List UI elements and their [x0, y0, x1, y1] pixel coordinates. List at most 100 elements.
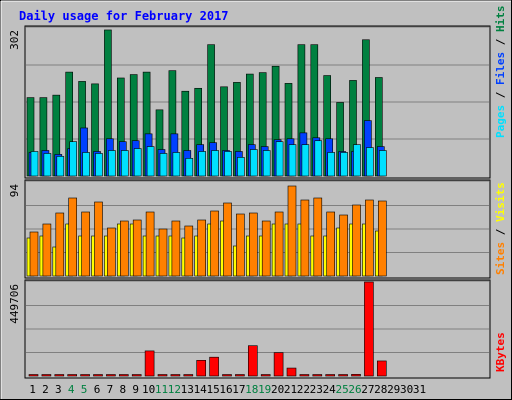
legend-separator: / [494, 85, 507, 105]
pages-bar [301, 144, 310, 177]
sites-bar [287, 185, 297, 277]
x-tick-label: 20 [271, 383, 284, 396]
pages-bar [224, 151, 232, 177]
x-tick-label: 27 [361, 383, 374, 396]
pages-bar [146, 146, 155, 177]
x-tick-label: 6 [94, 383, 101, 396]
kbytes-bar [119, 374, 129, 377]
y-max-label: 449706 [8, 284, 21, 324]
x-tick-label: 2 [42, 383, 49, 396]
kbytes-bar [28, 374, 39, 377]
sites-bar [249, 212, 258, 277]
x-tick-label: 25 [335, 383, 348, 396]
kbytes-bar [273, 352, 284, 377]
x-tick-label: 29 [387, 383, 400, 396]
pages-bar [340, 152, 348, 177]
legend-separator: / [494, 222, 507, 242]
legend-pages: Pages [494, 105, 507, 138]
kbytes-bar [93, 374, 103, 377]
legend-hits-files-pages: Pages / Files / Hits [494, 6, 507, 139]
pages-bar [95, 153, 103, 177]
x-tick-label: 8 [119, 383, 126, 396]
sites-bar [210, 210, 219, 277]
y-max-label: 94 [8, 184, 21, 198]
legend-kbytes: KBytes [494, 332, 507, 372]
kbytes-bar [41, 374, 52, 377]
sites-bar [42, 223, 52, 277]
kbytes-bar [260, 374, 271, 377]
x-tick-label: 4 [68, 383, 75, 396]
kbytes-bar [338, 374, 348, 377]
pages-bar [121, 150, 129, 177]
sites-bar [81, 211, 90, 277]
kbytes-bar [312, 374, 323, 377]
pages-bar [327, 152, 336, 177]
kbytes-bar [80, 374, 90, 377]
chart-title: Daily usage for February 2017 [19, 9, 229, 23]
x-tick-label: 22 [297, 383, 310, 396]
x-tick-label: 23 [310, 383, 323, 396]
pages-bar [198, 151, 206, 177]
pages-bar [314, 140, 323, 177]
pages-bar [108, 150, 116, 177]
legend-visits: Visits [494, 182, 507, 222]
pages-bar [56, 156, 65, 177]
sites-bar [261, 220, 271, 277]
sites-bar [55, 212, 65, 277]
pages-bar [133, 148, 142, 177]
legend-separator: / [494, 32, 507, 52]
x-tick-label: 31 [413, 383, 426, 396]
sites-bar [184, 225, 194, 277]
x-tick-label: 16 [219, 383, 232, 396]
sites-bar [377, 200, 387, 277]
kbytes-bar [351, 374, 361, 377]
kbytes-bar [299, 374, 310, 377]
legend-hits: Hits [494, 6, 507, 33]
x-tick-label: 5 [81, 383, 88, 396]
x-tick-label: 10 [142, 383, 155, 396]
kbytes-bar [376, 360, 387, 377]
pages-bar [378, 150, 387, 177]
sites-bar [236, 213, 245, 277]
sites-bar [68, 197, 77, 277]
sites-bar [29, 231, 39, 277]
x-tick-label: 11 [155, 383, 168, 396]
y-max-label: 302 [8, 30, 21, 50]
sites-bar [352, 204, 361, 277]
pages-bar [185, 158, 194, 177]
sites-bar [171, 220, 181, 277]
kbytes-bar [286, 367, 297, 377]
kbytes-bar [106, 374, 116, 377]
kbytes-bar [209, 356, 219, 377]
x-tick-label: 3 [55, 383, 62, 396]
kbytes-bar [183, 374, 194, 377]
sites-bar [339, 214, 348, 277]
x-tick-label: 15 [206, 383, 219, 396]
kbytes-bar [222, 374, 232, 377]
pages-bar [82, 152, 90, 177]
sites-bar [107, 227, 116, 277]
x-tick-label: 18 [245, 383, 258, 396]
pages-bar [211, 150, 219, 177]
x-tick-label: 30 [400, 383, 413, 396]
x-tick-label: 19 [258, 383, 271, 396]
pages-bar [353, 144, 361, 177]
kbytes-bar [196, 360, 206, 377]
x-tick-label: 28 [374, 383, 387, 396]
sites-bar [274, 211, 284, 277]
pages-bar [366, 147, 374, 177]
kbytes-bar [67, 374, 77, 377]
pages-bar [237, 157, 245, 177]
x-tick-label: 1 [29, 383, 36, 396]
sites-bar [197, 219, 206, 277]
sites-bar [145, 211, 155, 277]
sites-bar [326, 211, 336, 277]
sites-bar [223, 202, 232, 277]
legend-files: Files [494, 52, 507, 85]
kbytes-bar [144, 350, 155, 377]
pages-bar [288, 144, 297, 177]
x-tick-label: 17 [232, 383, 245, 396]
kbytes-bar [170, 374, 181, 377]
